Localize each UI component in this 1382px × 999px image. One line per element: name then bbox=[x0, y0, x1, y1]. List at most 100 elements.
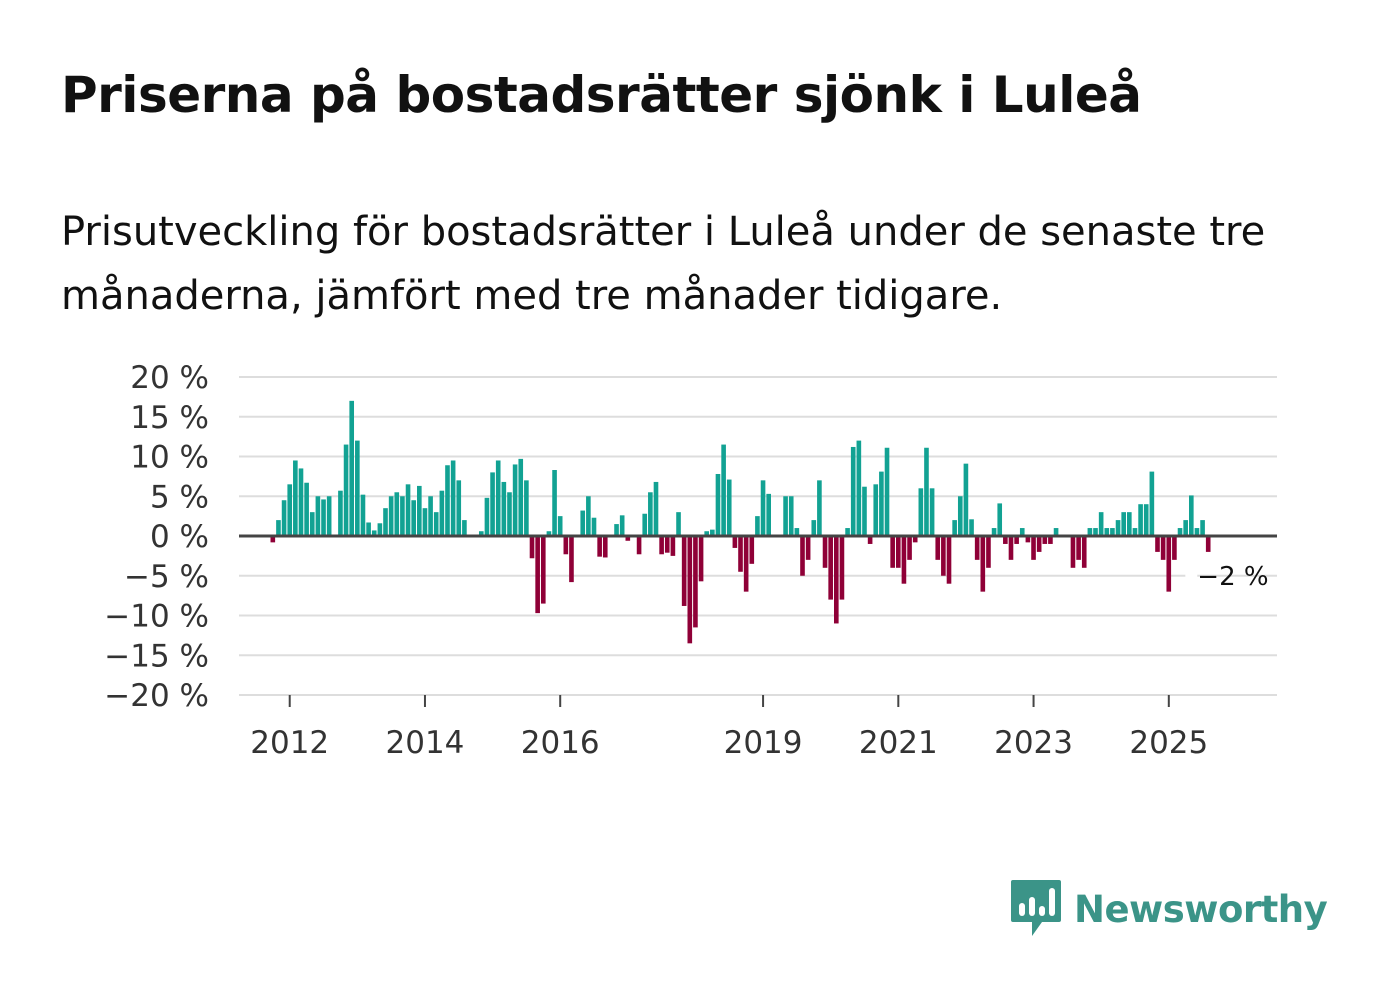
y-tick-label: 10 % bbox=[130, 440, 209, 476]
bar bbox=[817, 480, 822, 536]
bar bbox=[935, 536, 941, 560]
brand-logo: Newsworthy bbox=[1010, 878, 1328, 940]
bar bbox=[1087, 528, 1093, 536]
bar bbox=[986, 536, 991, 568]
bar bbox=[783, 496, 788, 536]
bar bbox=[738, 536, 743, 572]
bar bbox=[715, 473, 721, 536]
y-axis-ticks: 20 % 15 % 10 %5 % 0 % −5 % −10 %−15 % −20 % bbox=[104, 360, 209, 714]
bar bbox=[569, 536, 574, 583]
bar bbox=[659, 536, 664, 555]
bar bbox=[901, 536, 907, 584]
bar bbox=[822, 536, 828, 568]
bar bbox=[648, 492, 653, 536]
bar bbox=[952, 520, 957, 536]
bar bbox=[417, 485, 422, 536]
bar bbox=[963, 463, 969, 536]
bar bbox=[974, 536, 980, 560]
bar bbox=[867, 536, 873, 544]
bar bbox=[580, 510, 586, 536]
bar bbox=[276, 520, 281, 536]
brand-name: Newsworthy bbox=[1074, 887, 1328, 931]
bar bbox=[1177, 528, 1183, 536]
bar bbox=[681, 536, 687, 606]
bar bbox=[315, 496, 321, 536]
bar bbox=[377, 523, 383, 536]
bar bbox=[805, 536, 811, 560]
bar bbox=[670, 536, 676, 556]
bar bbox=[1014, 536, 1019, 544]
x-axis-ticks: 2012 2014 2016 2019 2021 2023 2025 bbox=[250, 695, 1208, 761]
bar bbox=[800, 536, 805, 576]
bar bbox=[794, 528, 800, 536]
chart-title: Priserna på bostadsrätter sjönk i Luleå bbox=[61, 66, 1142, 124]
bar bbox=[321, 499, 326, 536]
bar bbox=[625, 536, 631, 541]
bar bbox=[687, 536, 693, 644]
bar bbox=[726, 479, 732, 536]
bar bbox=[388, 496, 394, 536]
bar bbox=[676, 512, 681, 536]
y-tick-label: −20 % bbox=[104, 678, 209, 714]
bar bbox=[450, 460, 456, 536]
bar bbox=[698, 536, 704, 582]
bar bbox=[828, 536, 833, 600]
newsworthy-icon bbox=[1011, 880, 1061, 936]
bar bbox=[862, 486, 867, 536]
bar bbox=[546, 531, 552, 536]
bar bbox=[281, 500, 287, 536]
bar bbox=[997, 503, 1003, 536]
bar bbox=[535, 536, 540, 614]
bar bbox=[1127, 512, 1132, 536]
bar bbox=[1115, 520, 1121, 536]
bar bbox=[1149, 471, 1155, 536]
bar bbox=[433, 512, 439, 536]
bar bbox=[411, 500, 416, 536]
bar bbox=[912, 536, 918, 543]
bar bbox=[957, 496, 963, 536]
bar bbox=[1053, 528, 1059, 536]
bar bbox=[462, 520, 467, 536]
bar bbox=[1121, 512, 1126, 536]
bar bbox=[969, 519, 974, 536]
bar bbox=[1166, 536, 1172, 592]
y-tick-label: −5 % bbox=[124, 559, 209, 595]
bar bbox=[529, 536, 535, 559]
bar bbox=[755, 516, 760, 537]
bar bbox=[309, 512, 315, 536]
bar bbox=[1194, 528, 1200, 536]
bar bbox=[839, 536, 845, 600]
bar bbox=[1019, 528, 1025, 536]
bar bbox=[1093, 528, 1098, 536]
bar bbox=[383, 508, 388, 536]
bar bbox=[355, 440, 360, 536]
bar bbox=[1031, 536, 1036, 560]
bar bbox=[1155, 536, 1160, 552]
bar bbox=[518, 458, 524, 536]
bar bbox=[1172, 536, 1177, 560]
bar bbox=[371, 530, 377, 536]
bar bbox=[1104, 528, 1110, 536]
bar bbox=[1200, 520, 1205, 536]
x-tick-label: 2023 bbox=[994, 725, 1073, 761]
bar bbox=[293, 460, 298, 536]
bar bbox=[890, 536, 895, 568]
bar bbox=[586, 496, 591, 536]
bar bbox=[1098, 512, 1104, 536]
bar bbox=[507, 492, 512, 536]
bar bbox=[653, 481, 659, 536]
bar bbox=[845, 528, 850, 536]
bar bbox=[1036, 536, 1042, 552]
bar bbox=[540, 536, 546, 604]
bar bbox=[597, 536, 602, 557]
bar bbox=[721, 444, 726, 536]
bar bbox=[445, 465, 450, 536]
bar bbox=[394, 492, 400, 536]
bar bbox=[642, 513, 648, 536]
bar bbox=[929, 488, 935, 536]
bar bbox=[557, 516, 563, 537]
bar bbox=[304, 482, 309, 536]
x-tick-label: 2019 bbox=[724, 725, 803, 761]
bar bbox=[360, 494, 366, 536]
